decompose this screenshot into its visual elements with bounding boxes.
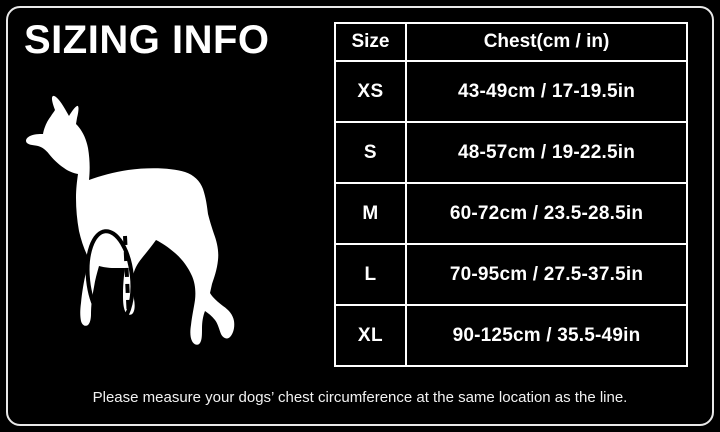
size-value-l: L (334, 243, 407, 306)
dog-silhouette-svg (26, 95, 235, 345)
chest-dashed-line (123, 235, 131, 321)
chest-value-xs: 43-49cm / 17-19.5in (405, 60, 688, 123)
chest-measure-band (85, 229, 135, 327)
chest-value-l: 70-95cm / 27.5-37.5in (405, 243, 688, 306)
table-row: M 60-72cm / 23.5-28.5in (334, 182, 688, 245)
table-row: S 48-57cm / 19-22.5in (334, 121, 688, 184)
chest-value-s: 48-57cm / 19-22.5in (405, 121, 688, 184)
size-value-xs: XS (334, 60, 407, 123)
table-row: XS 43-49cm / 17-19.5in (334, 60, 688, 123)
chest-value-m: 60-72cm / 23.5-28.5in (405, 182, 688, 245)
chest-label: CHEST (134, 285, 173, 297)
dog-silhouette-illustration: CHEST (22, 88, 312, 380)
column-header-size: Size (334, 22, 407, 62)
column-header-chest: Chest(cm / in) (405, 22, 688, 62)
table-row: L 70-95cm / 27.5-37.5in (334, 243, 688, 306)
size-chart-table: Size Chest(cm / in) XS 43-49cm / 17-19.5… (334, 22, 688, 367)
page-title: SIZING INFO (24, 18, 270, 62)
table-row: XL 90-125cm / 35.5-49in (334, 304, 688, 367)
size-value-s: S (334, 121, 407, 184)
size-value-xl: XL (334, 304, 407, 367)
measurement-instruction-caption: Please measure your dogs’ chest circumfe… (92, 389, 628, 406)
size-value-m: M (334, 182, 407, 245)
chest-value-xl: 90-125cm / 35.5-49in (405, 304, 688, 367)
table-header-row: Size Chest(cm / in) (334, 22, 688, 62)
